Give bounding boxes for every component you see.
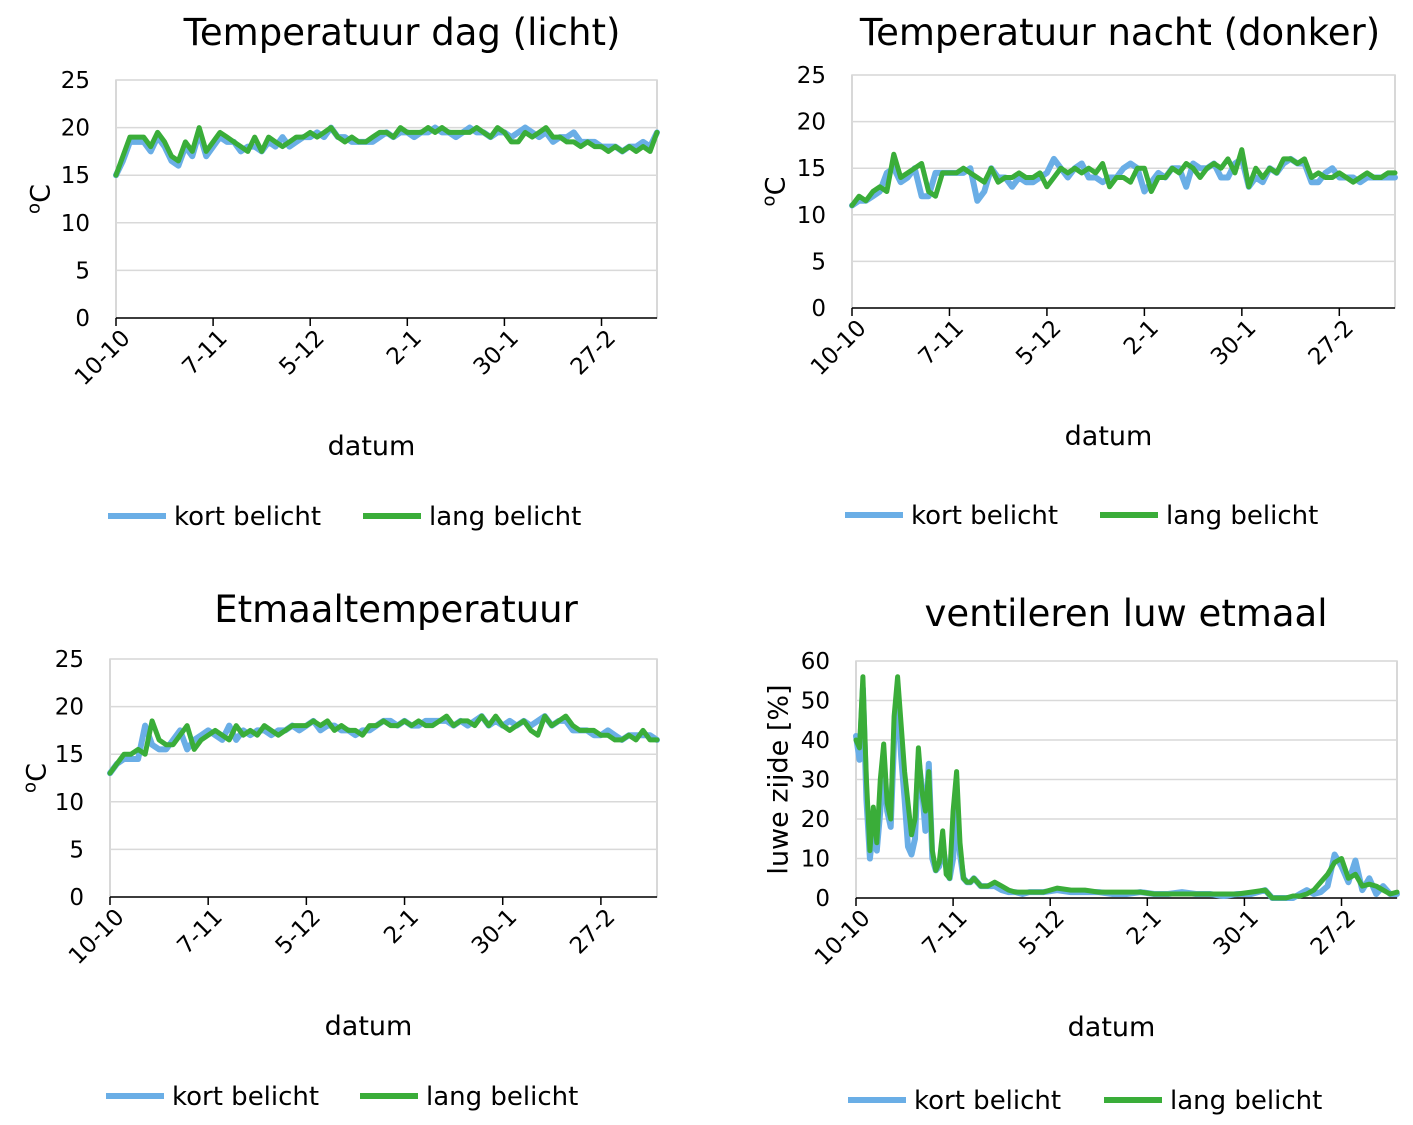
chart-etmaal: 0 5 10 15 20 25 10-10 7-11 5-12 2-1 30-1 27-2 Etmaal… bbox=[19, 588, 660, 1112]
x-tick-label: 10-10 bbox=[70, 325, 136, 391]
y-tick-label: 30 bbox=[801, 768, 830, 794]
legend-label-kort-belicht: kort belicht bbox=[172, 1082, 319, 1112]
legend-label-kort-belicht: kort belicht bbox=[174, 502, 321, 532]
x-axis-label: datum bbox=[325, 1011, 413, 1042]
x-tick-label: 30-1 bbox=[469, 325, 524, 380]
y-axis-label: oC bbox=[19, 763, 53, 793]
x-tick-label: 10-10 bbox=[64, 904, 130, 970]
y-tick-label: 20 bbox=[61, 116, 90, 142]
series-line-lang-belicht bbox=[113, 125, 660, 178]
plot-area bbox=[851, 74, 1396, 309]
y-tick-label: 5 bbox=[69, 837, 84, 863]
x-tick-label: 7-11 bbox=[177, 325, 232, 380]
chart-title: ventileren luw etmaal bbox=[924, 592, 1327, 635]
y-tick-label: 15 bbox=[61, 163, 90, 189]
legend-label-kort-belicht: kort belicht bbox=[914, 1086, 1061, 1116]
series-line-lang-belicht bbox=[853, 674, 1400, 901]
chart-title: Etmaaltemperatuur bbox=[214, 588, 578, 631]
y-tick-label: 0 bbox=[69, 885, 84, 911]
y-tick-label: 40 bbox=[801, 728, 830, 754]
x-tick-label: 5-12 bbox=[1015, 905, 1070, 960]
x-tick-label: 5-12 bbox=[271, 904, 326, 959]
y-tick-label: 0 bbox=[815, 886, 830, 912]
x-tick-label: 10-10 bbox=[810, 905, 876, 971]
chart-ventileren: 0 10 20 30 40 50 60 10-10 7-11 5-12 2-1 30-1 27-2 ven… bbox=[763, 592, 1400, 1116]
x-tick-label: 10-10 bbox=[806, 315, 872, 381]
y-tick-label: 5 bbox=[75, 258, 90, 284]
x-axis-label: datum bbox=[328, 431, 416, 462]
y-tick-label: 25 bbox=[61, 68, 90, 94]
plot-area bbox=[109, 658, 658, 898]
legend-label-lang-belicht: lang belicht bbox=[1170, 1086, 1322, 1116]
y-tick-label: 60 bbox=[801, 649, 830, 675]
legend-label-kort-belicht: kort belicht bbox=[911, 501, 1058, 531]
chart-nacht: 0 5 10 15 20 25 10-10 7-11 5-12 2-1 30-1 27-2 Temper… bbox=[758, 11, 1398, 531]
legend-label-lang-belicht: lang belicht bbox=[1166, 501, 1318, 531]
y-tick-label: 20 bbox=[801, 807, 830, 833]
y-tick-label: 15 bbox=[55, 742, 84, 768]
x-tick-label: 27-2 bbox=[1306, 905, 1361, 960]
x-tick-label: 5-12 bbox=[275, 325, 330, 380]
series-line-lang-belicht bbox=[107, 713, 660, 776]
plot-area bbox=[115, 79, 658, 319]
x-tick-label: 2-1 bbox=[379, 904, 424, 949]
x-tick-label: 27-2 bbox=[1304, 315, 1359, 370]
x-tick-label: 2-1 bbox=[1119, 315, 1164, 360]
x-tick-label: 27-2 bbox=[566, 325, 621, 380]
x-axis-label: datum bbox=[1068, 1012, 1156, 1043]
chart-title: Temperatuur nacht (donker) bbox=[859, 11, 1380, 54]
x-tick-label: 2-1 bbox=[382, 325, 427, 370]
y-tick-label: 50 bbox=[801, 689, 830, 715]
x-tick-label: 7-11 bbox=[914, 315, 969, 370]
x-tick-label: 7-11 bbox=[917, 905, 972, 960]
legend-label-lang-belicht: lang belicht bbox=[426, 1082, 578, 1112]
x-tick-label: 2-1 bbox=[1122, 905, 1167, 950]
x-axis-label: datum bbox=[1065, 421, 1153, 452]
y-tick-label: 25 bbox=[797, 63, 826, 89]
legend-label-lang-belicht: lang belicht bbox=[429, 502, 581, 532]
x-tick-label: 30-1 bbox=[1206, 315, 1261, 370]
y-tick-label: 15 bbox=[797, 156, 826, 182]
y-tick-label: 10 bbox=[55, 790, 84, 816]
y-axis-label: oC bbox=[758, 177, 792, 207]
x-tick-label: 30-1 bbox=[467, 904, 522, 959]
chart-title: Temperatuur dag (licht) bbox=[183, 11, 621, 54]
y-tick-label: 0 bbox=[811, 296, 826, 322]
y-tick-label: 25 bbox=[55, 647, 84, 673]
y-tick-label: 5 bbox=[811, 249, 826, 275]
y-tick-label: 10 bbox=[801, 847, 830, 873]
x-tick-label: 7-11 bbox=[173, 904, 228, 959]
x-tick-label: 5-12 bbox=[1011, 315, 1066, 370]
x-tick-label: 27-2 bbox=[565, 904, 620, 959]
y-tick-label: 0 bbox=[75, 306, 90, 332]
series-line-lang-belicht bbox=[849, 147, 1398, 208]
y-tick-label: 20 bbox=[797, 110, 826, 136]
y-axis-label: luwe zijde [%] bbox=[763, 684, 794, 874]
x-tick-label: 30-1 bbox=[1209, 905, 1264, 960]
y-tick-label: 10 bbox=[797, 203, 826, 229]
y-tick-label: 20 bbox=[55, 695, 84, 721]
chart-dag: 0 5 10 15 20 25 10-10 7-11 5-12 2-1 30-1 27-2 Temper… bbox=[23, 11, 660, 532]
y-axis-label: oC bbox=[23, 184, 57, 214]
y-tick-label: 10 bbox=[61, 211, 90, 237]
